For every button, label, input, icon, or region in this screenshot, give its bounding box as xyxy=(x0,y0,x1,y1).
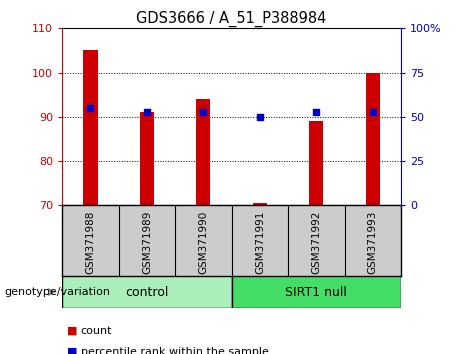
Bar xyxy=(140,112,154,205)
Bar xyxy=(231,276,401,308)
Text: GSM371989: GSM371989 xyxy=(142,211,152,274)
Text: ■: ■ xyxy=(67,326,77,336)
Text: percentile rank within the sample: percentile rank within the sample xyxy=(81,347,269,354)
Bar xyxy=(366,73,380,205)
Text: GSM371990: GSM371990 xyxy=(198,211,208,274)
Bar xyxy=(253,203,267,205)
Text: control: control xyxy=(125,286,169,298)
Bar xyxy=(62,276,231,308)
Text: count: count xyxy=(81,326,112,336)
Point xyxy=(87,105,94,111)
Text: GSM371991: GSM371991 xyxy=(255,211,265,274)
Bar xyxy=(309,121,324,205)
Title: GDS3666 / A_51_P388984: GDS3666 / A_51_P388984 xyxy=(136,11,327,27)
Bar xyxy=(196,99,211,205)
Point xyxy=(369,110,377,115)
Text: GSM371988: GSM371988 xyxy=(85,211,95,274)
Point xyxy=(256,114,264,120)
Text: SIRT1 null: SIRT1 null xyxy=(285,286,347,298)
Text: GSM371993: GSM371993 xyxy=(368,211,378,274)
Text: ■: ■ xyxy=(67,347,77,354)
Text: GSM371992: GSM371992 xyxy=(311,211,321,274)
Point xyxy=(313,109,320,114)
Point xyxy=(143,110,151,115)
Bar xyxy=(83,50,98,205)
Text: genotype/variation: genotype/variation xyxy=(5,287,111,297)
Point xyxy=(200,110,207,115)
